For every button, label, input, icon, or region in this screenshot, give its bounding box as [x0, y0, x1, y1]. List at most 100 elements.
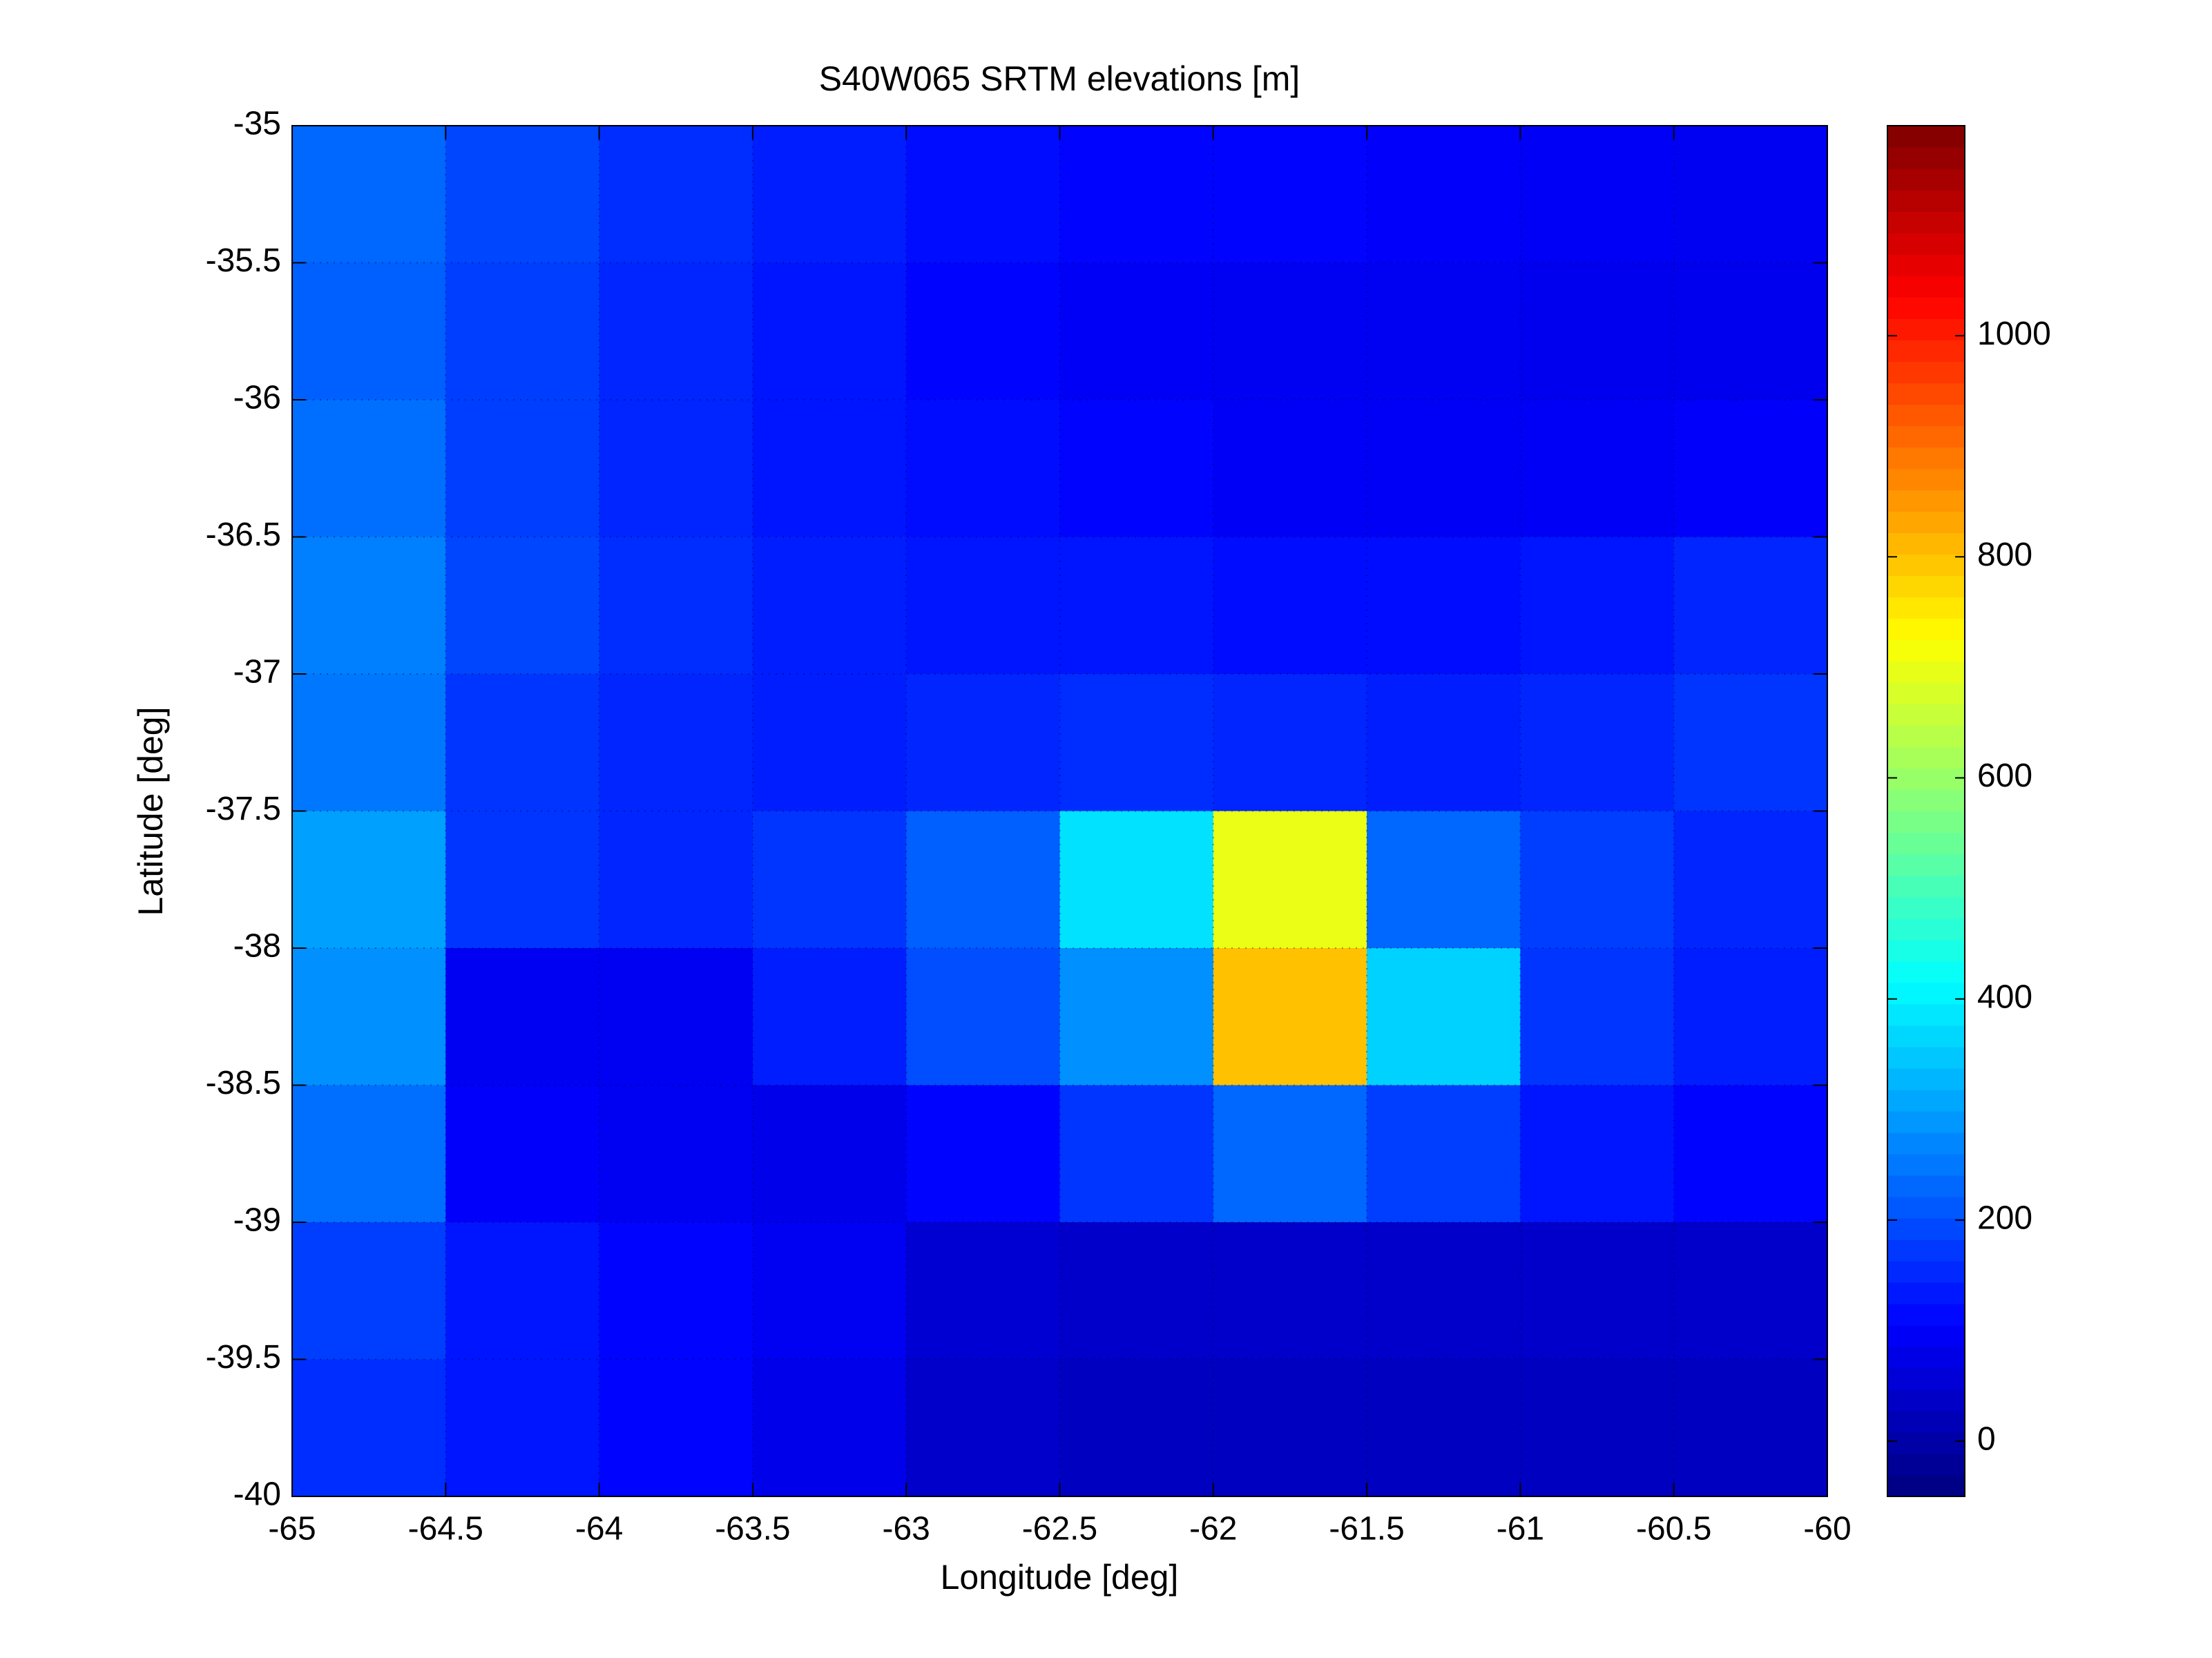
- heatmap-cell: [1213, 811, 1367, 949]
- heatmap-cell: [445, 674, 600, 812]
- heatmap-cell: [445, 1085, 600, 1223]
- colorbar-band: [1887, 768, 1965, 791]
- heatmap-cell: [1673, 674, 1828, 812]
- colorbar-band: [1887, 832, 1965, 855]
- colorbar-band: [1887, 961, 1965, 983]
- heatmap-cell: [906, 1359, 1061, 1497]
- colorbar-band: [1887, 575, 1965, 598]
- heatmap-cell: [1673, 1085, 1828, 1223]
- x-tick-label: -60.5: [1636, 1511, 1711, 1548]
- heatmap-cell: [1367, 674, 1521, 812]
- heatmap-cell: [1059, 811, 1214, 949]
- plot-frame: [291, 125, 1828, 1497]
- colorbar-band: [1887, 1196, 1965, 1219]
- colorbar-band: [1887, 211, 1965, 233]
- heatmap-cell: [292, 1222, 447, 1360]
- heatmap-cell: [752, 811, 907, 949]
- heatmap-cell: [1520, 1359, 1675, 1497]
- heatmap-cell: [1059, 1222, 1214, 1360]
- heatmap-cell: [1673, 126, 1828, 264]
- colorbar-band: [1887, 425, 1965, 448]
- heatmap-cell: [1520, 1085, 1675, 1223]
- heatmap-cell: [1367, 811, 1521, 949]
- colorbar-band: [1887, 1389, 1965, 1411]
- heatmap-cell: [445, 811, 600, 949]
- heatmap-cell: [1367, 948, 1521, 1086]
- heatmap-cell: [906, 262, 1061, 401]
- heatmap-cell: [599, 1359, 753, 1497]
- heatmap-cell: [1673, 1359, 1828, 1497]
- heatmap-cell: [906, 811, 1061, 949]
- heatmap-cell: [1367, 262, 1521, 401]
- y-tick-label: -40: [233, 1476, 281, 1513]
- colorbar-band: [1887, 554, 1965, 577]
- colorbar-band: [1887, 1089, 1965, 1112]
- heatmap-cell: [445, 126, 600, 264]
- colorbar-tick-label: 200: [1977, 1199, 2032, 1236]
- x-tick-label: -62: [1189, 1511, 1237, 1548]
- colorbar-band: [1887, 1025, 1965, 1048]
- heatmap-cell: [599, 1222, 753, 1360]
- heatmap-cell: [752, 537, 907, 675]
- heatmap-cell: [445, 400, 600, 538]
- heatmap-cell: [292, 674, 447, 812]
- heatmap-cell: [599, 262, 753, 401]
- colorbar-band: [1887, 383, 1965, 405]
- heatmap-cell: [1059, 1085, 1214, 1223]
- y-tick-label: -37.5: [206, 791, 281, 827]
- heatmap-cell: [599, 400, 753, 538]
- x-tick-label: -62.5: [1022, 1511, 1097, 1548]
- colorbar-band: [1887, 618, 1965, 641]
- heatmap-cell: [445, 1222, 600, 1360]
- heatmap-cell: [906, 400, 1061, 538]
- colorbar-band: [1887, 340, 1965, 362]
- colorbar-band: [1887, 1346, 1965, 1369]
- heatmap-cell: [445, 1359, 600, 1497]
- colorbar-band: [1887, 854, 1965, 876]
- heatmap-cell: [1059, 674, 1214, 812]
- x-tick-label: -64.5: [408, 1511, 483, 1548]
- colorbar-band: [1887, 276, 1965, 298]
- heatmap-cell: [1059, 262, 1214, 401]
- colorbar-band: [1887, 789, 1965, 812]
- heatmap-cell: [599, 948, 753, 1086]
- heatmap-cell: [292, 537, 447, 675]
- x-tick-label: -65: [268, 1511, 316, 1548]
- colorbar-band: [1887, 982, 1965, 1005]
- heatmap-cell: [1520, 1222, 1675, 1360]
- colorbar-band: [1887, 404, 1965, 427]
- heatmap-cell: [1673, 400, 1828, 538]
- colorbar-band: [1887, 1410, 1965, 1433]
- heatmap-cell: [1213, 674, 1367, 812]
- y-tick-label: -37: [233, 654, 281, 691]
- heatmap-cell: [906, 537, 1061, 675]
- colorbar-band: [1887, 1260, 1965, 1283]
- heatmap-cell: [292, 1085, 447, 1223]
- y-tick-label: -38: [233, 928, 281, 965]
- colorbar-band: [1887, 1175, 1965, 1197]
- heatmap-cell: [1520, 400, 1675, 538]
- heatmap-cell: [1059, 537, 1214, 675]
- colorbar-band: [1887, 147, 1965, 169]
- heatmap-cell: [445, 948, 600, 1086]
- heatmap-cell: [1367, 1359, 1521, 1497]
- colorbar-band: [1887, 1239, 1965, 1262]
- heatmap-cell: [1213, 400, 1367, 538]
- colorbar-band: [1887, 1474, 1965, 1497]
- colorbar-band: [1887, 639, 1965, 662]
- colorbar-band: [1887, 511, 1965, 534]
- heatmap-cell: [292, 126, 447, 264]
- heatmap-cell: [752, 126, 907, 264]
- colorbar-band: [1887, 746, 1965, 769]
- colorbar-band: [1887, 233, 1965, 255]
- heatmap-cell: [906, 126, 1061, 264]
- colorbar-band: [1887, 875, 1965, 898]
- colorbar-band: [1887, 939, 1965, 962]
- y-tick-label: -35.5: [206, 242, 281, 279]
- heatmap-cell: [1213, 948, 1367, 1086]
- heatmap-cell: [1520, 126, 1675, 264]
- heatmap-cell: [1213, 1085, 1367, 1223]
- colorbar-band: [1887, 190, 1965, 212]
- colorbar-band: [1887, 318, 1965, 340]
- heatmap-cell: [1213, 262, 1367, 401]
